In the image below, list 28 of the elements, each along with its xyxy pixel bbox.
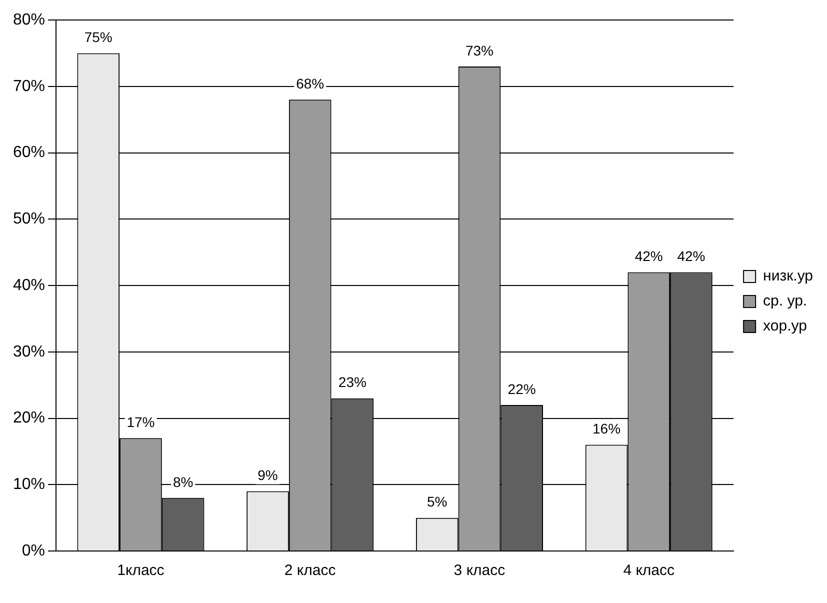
x-tick-label: 3 класс xyxy=(454,562,506,580)
legend-label: хор.ур xyxy=(763,318,807,335)
y-tick-label: 80% xyxy=(12,11,46,28)
data-label: 17% xyxy=(126,414,155,430)
x-tick-label: 2 класс xyxy=(284,562,336,580)
data-label: 75% xyxy=(84,29,112,46)
data-label: 23% xyxy=(338,374,366,390)
y-tick-label: 30% xyxy=(12,343,46,360)
data-label: 42% xyxy=(677,248,706,264)
data-label: 42% xyxy=(634,248,663,264)
data-label: 9% xyxy=(258,467,278,484)
legend-label: низк.ур xyxy=(763,268,814,285)
data-label: 5% xyxy=(427,494,448,510)
data-label: 16% xyxy=(592,420,621,437)
y-tick-label: 70% xyxy=(12,78,46,95)
y-tick-label: 50% xyxy=(12,210,46,228)
x-tick-label: 1класс xyxy=(117,562,165,580)
y-tick-label: 10% xyxy=(12,476,46,494)
y-tick-label: 20% xyxy=(12,410,46,427)
data-label: 22% xyxy=(508,380,536,397)
data-label: 8% xyxy=(172,474,194,490)
data-label: 73% xyxy=(465,42,494,58)
y-tick-label: 0% xyxy=(22,542,46,560)
y-tick-label: 60% xyxy=(12,144,46,162)
legend-label: ср. ур. xyxy=(763,292,808,310)
x-tick-label: 4 класс xyxy=(623,562,676,580)
data-label: 68% xyxy=(296,76,324,92)
y-tick-label: 40% xyxy=(12,276,46,294)
